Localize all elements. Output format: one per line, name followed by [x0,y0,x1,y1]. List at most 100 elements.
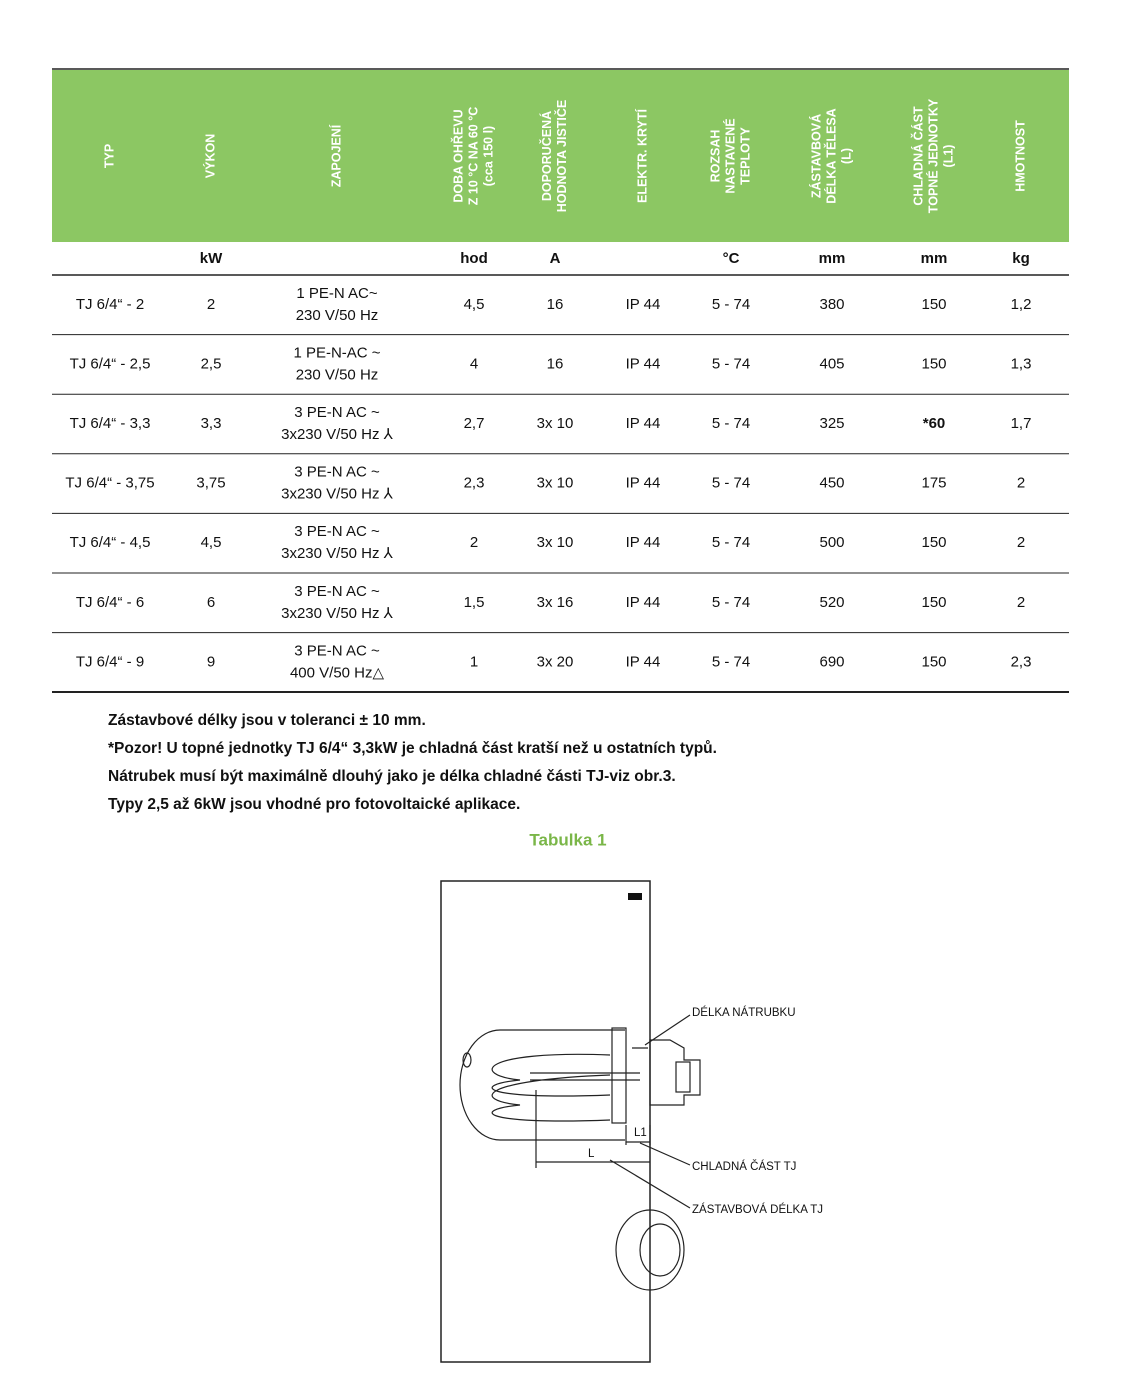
cell: 2 [1017,534,1025,551]
thermostat [675,1061,691,1093]
cell: 380 [819,296,844,313]
cell: 150 [921,534,946,551]
cell: 5 - 74 [712,415,750,432]
cell: 3x 10 [537,534,574,551]
cell: 1 PE-N-AC ~ [293,344,380,361]
cell: IP 44 [626,653,661,670]
note: Nátrubek musí být maximálně dlouhý jako … [108,768,676,785]
header-label: Z 10 °C NA 60 °C [466,107,480,205]
cell: 3x230 V/50 Hz ⅄ [281,486,394,503]
cell: 1,7 [1011,415,1032,432]
unit-label: A [550,250,561,267]
notes: Zástavbové délky jsou v toleranci ± 10 m… [108,712,717,813]
coil [491,1053,640,1122]
flange [615,1209,685,1291]
cell: 400 V/50 Hz△ [290,664,385,681]
header-label: HODNOTA JISTIČE [554,100,569,213]
cell: 2,7 [464,415,485,432]
header-label: (L1) [941,145,955,168]
note: Zástavbové délky jsou v toleranci ± 10 m… [108,712,426,729]
cell: *60 [923,415,946,432]
header-label: VÝKON [202,134,217,178]
header-label: CHLADNÁ ČÁST [910,106,925,206]
header-label: (L) [839,148,853,164]
cell: 9 [207,653,215,670]
header-label: DOPORUČENÁ [539,111,554,201]
header-label: (cca 150 l) [481,126,495,186]
cell: 1 [470,653,478,670]
cell: 3x230 V/50 Hz ⅄ [281,545,394,562]
cell: 1,3 [1011,355,1032,372]
note: *Pozor! U topné jednotky TJ 6/4“ 3,3kW j… [108,740,717,757]
cell: IP 44 [626,296,661,313]
cell: 1,2 [1011,296,1032,313]
cell: 2,3 [464,475,485,492]
cell: TJ 6/4“ - 9 [76,653,144,670]
cell: 3x230 V/50 Hz ⅄ [281,426,394,443]
cell: 2 [1017,594,1025,611]
dim-label: L [588,1148,595,1160]
dimension-lines [535,1014,691,1209]
cell: 150 [921,355,946,372]
cell: 230 V/50 Hz [296,307,379,324]
cell: 16 [547,296,564,313]
cell: IP 44 [626,594,661,611]
cell: 3x 16 [537,594,574,611]
table: TYP VÝKON ZAPOJENÍ DOBA OHŘEVU Z 10 °C NA 60… [52,98,1069,681]
socket [611,1027,627,1124]
cell: 150 [921,296,946,313]
diagram-label: CHLADNÁ ČÁST TJ [692,1160,796,1173]
cell: 3x 10 [537,475,574,492]
header-label: ZÁSTAVBOVÁ [808,114,823,198]
cell: 5 - 74 [712,534,750,551]
unit-label: kg [1012,250,1030,267]
cell: 175 [921,475,946,492]
cell: TJ 6/4“ - 2 [76,296,144,313]
cell: TJ 6/4“ - 3,75 [65,475,154,492]
cell: TJ 6/4“ - 2,5 [70,355,151,372]
cell: 325 [819,415,844,432]
caption: Tabulka 1 [529,830,606,849]
cell: 16 [547,355,564,372]
unit-label: mm [921,250,948,267]
cell: 150 [921,594,946,611]
cell: 3 PE-N AC ~ [294,642,380,659]
cell: 4,5 [464,296,485,313]
diagram-label: ZÁSTAVBOVÁ DÉLKA TJ [692,1203,823,1216]
cell: IP 44 [626,355,661,372]
cell: 405 [819,355,844,372]
cell: 3,3 [201,415,222,432]
cell: 150 [921,653,946,670]
cell: 5 - 74 [712,653,750,670]
hole [462,1052,472,1068]
cell: TJ 6/4“ - 6 [76,594,144,611]
cell: 3x230 V/50 Hz ⅄ [281,605,394,622]
cell: IP 44 [626,475,661,492]
cell: 3x 10 [537,415,574,432]
header-label: NASTAVENÉ [722,118,737,193]
note: Typy 2,5 až 6kW jsou vhodné pro fotovolt… [108,796,520,813]
cell: 3x 20 [537,653,574,670]
header-label: HMOTNOST [1013,120,1027,192]
dim-label: L1 [634,1127,647,1139]
unit-label: mm [819,250,846,267]
cell: 5 - 74 [712,594,750,611]
cell: 2,3 [1011,653,1032,670]
cell: 3 PE-N AC ~ [294,464,380,481]
cell: 1,5 [464,594,485,611]
header-label: TYP [102,144,116,168]
cell: 6 [207,594,215,611]
cell: 3 PE-N AC ~ [294,583,380,600]
cell: 2 [470,534,478,551]
unit-label: kW [200,250,223,267]
tank-mark [628,893,642,900]
cell: 450 [819,475,844,492]
cell: TJ 6/4“ - 4,5 [70,534,151,551]
diagram: L1 L DÉLKA NÁTRUBKU CHLADNÁ ČÁST TJ ZÁST… [440,880,823,1363]
cell: TJ 6/4“ - 3,3 [70,415,151,432]
header-label: ZAPOJENÍ [328,124,343,187]
cell: 2 [207,296,215,313]
cell: 2 [1017,475,1025,492]
cell: IP 44 [626,534,661,551]
flange-inner [639,1223,681,1277]
